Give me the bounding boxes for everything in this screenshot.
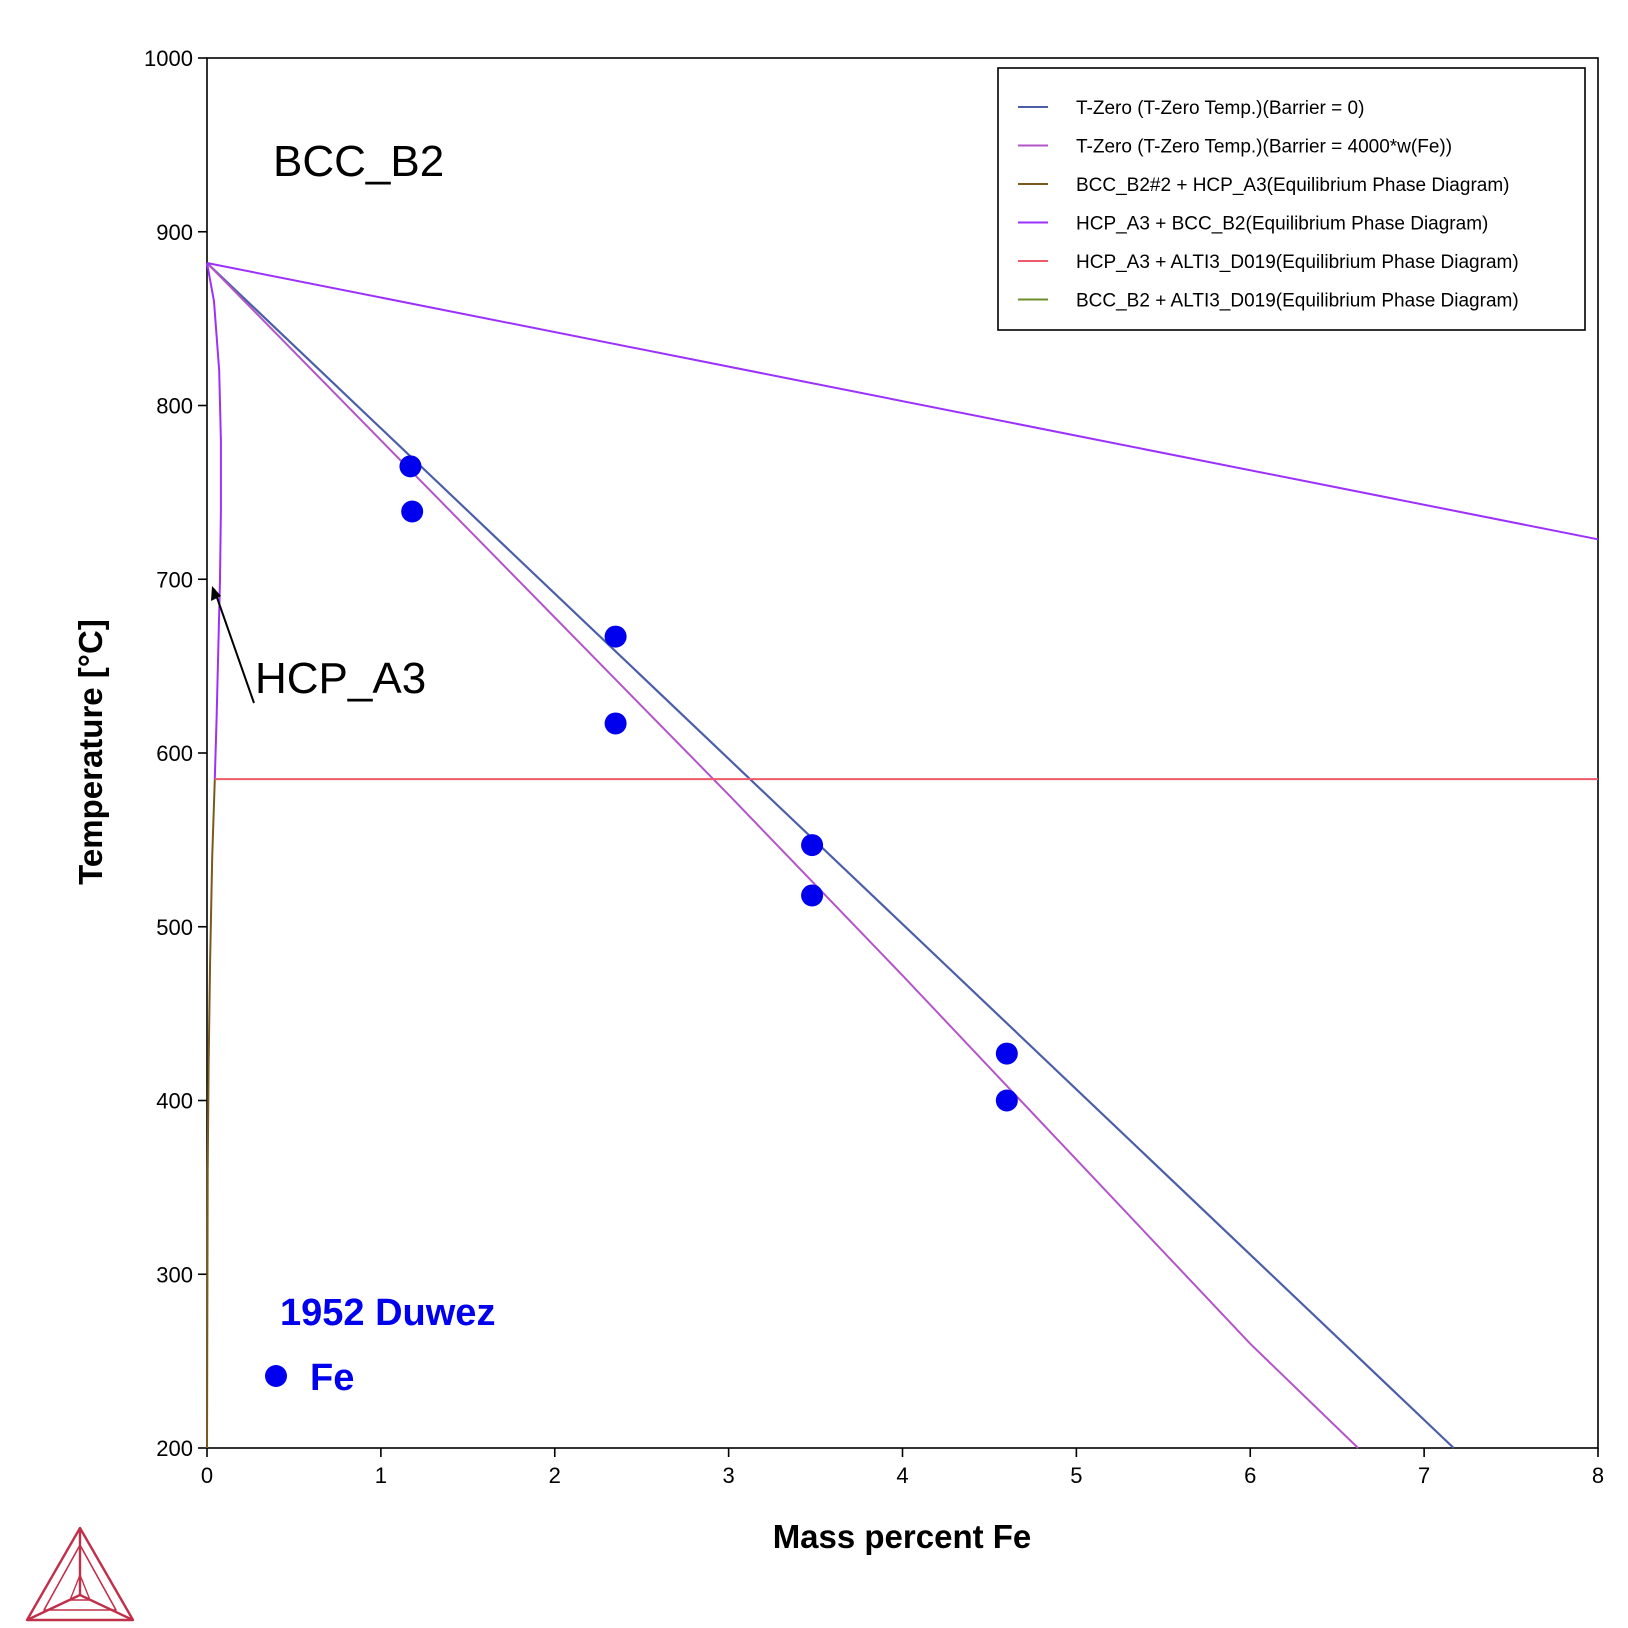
data-point (995, 1089, 1018, 1112)
legend-label: T-Zero (T-Zero Temp.)(Barrier = 4000*w(F… (1076, 137, 1452, 158)
series-lines (206, 262, 1599, 1449)
y-tick-label: 900 (156, 220, 193, 245)
x-tick-label: 6 (1244, 1463, 1256, 1488)
x-axis-title: Mass percent Fe (773, 1518, 1032, 1555)
y-axis-ticks: 200 300 400 500 600 700 800 900 1000 (144, 46, 207, 1461)
data-point (995, 1042, 1018, 1065)
x-tick-label: 8 (1592, 1463, 1604, 1488)
series-line-1 (206, 262, 1359, 1449)
y-tick-label: 300 (156, 1262, 193, 1287)
x-tick-label: 0 (201, 1463, 213, 1488)
x-tick-label: 2 (549, 1463, 561, 1488)
legend-label: BCC_B2#2 + HCP_A3(Equilibrium Phase Diag… (1076, 175, 1510, 196)
y-tick-label: 600 (156, 741, 193, 766)
thermo-calc-logo (25, 1526, 135, 1622)
x-tick-label: 7 (1418, 1463, 1430, 1488)
series-line-3-lower (206, 262, 222, 780)
series-line-0 (206, 262, 1455, 1449)
y-tick-label: 200 (156, 1436, 193, 1461)
data-point (801, 834, 824, 857)
x-tick-label: 1 (375, 1463, 387, 1488)
data-point (604, 712, 627, 735)
annotation-hcp-a3: HCP_A3 (255, 654, 426, 703)
experimental-points (399, 455, 1018, 1112)
legend-label: HCP_A3 + ALTI3_D019(Equilibrium Phase Di… (1076, 252, 1519, 273)
legend-label: BCC_B2 + ALTI3_D019(Equilibrium Phase Di… (1076, 291, 1519, 312)
experimental-marker-sample (265, 1365, 287, 1387)
y-tick-label: 400 (156, 1089, 193, 1114)
x-tick-label: 4 (896, 1463, 908, 1488)
series-line-3-upper (206, 262, 1599, 541)
annotation-bcc-b2: BCC_B2 (273, 137, 444, 186)
annotation-arrow-head (211, 586, 221, 601)
x-tick-label: 5 (1070, 1463, 1082, 1488)
y-tick-label: 700 (156, 567, 193, 592)
data-point (604, 625, 627, 648)
legend-label: T-Zero (T-Zero Temp.)(Barrier = 0) (1076, 98, 1364, 119)
data-point (401, 500, 424, 523)
annotation-arrow-shaft (213, 588, 255, 704)
y-axis-title: Temperature [°C] (72, 619, 109, 885)
data-point (801, 884, 824, 907)
y-tick-label: 800 (156, 394, 193, 419)
x-axis-ticks: 0 1 2 3 4 5 6 7 8 (201, 1448, 1604, 1488)
y-tick-label: 500 (156, 915, 193, 940)
data-point (399, 455, 422, 478)
legend-label: HCP_A3 + BCC_B2(Equilibrium Phase Diagra… (1076, 214, 1488, 235)
experimental-marker-label: Fe (310, 1357, 354, 1399)
x-tick-label: 3 (723, 1463, 735, 1488)
series-line-2 (206, 779, 216, 1449)
y-tick-label: 1000 (144, 46, 193, 71)
experimental-source-label: 1952 Duwez (280, 1292, 495, 1334)
legend-box (997, 67, 1586, 331)
legend: T-Zero (T-Zero Temp.)(Barrier = 0) T-Zero… (1018, 98, 1519, 312)
